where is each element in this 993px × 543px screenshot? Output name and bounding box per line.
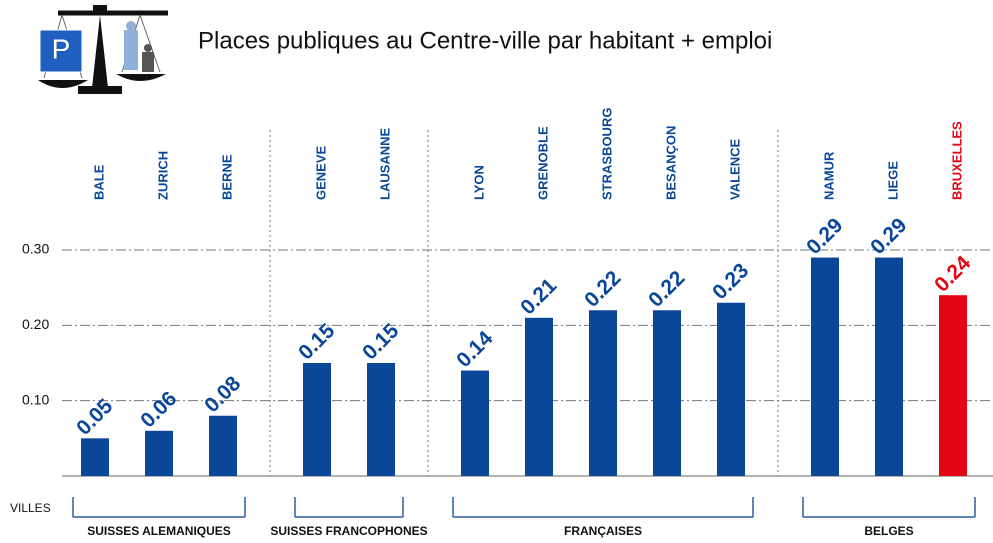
value-label: 0.21 <box>516 274 561 319</box>
value-label: 0.14 <box>452 327 497 372</box>
category-label: STRASBOURG <box>599 108 614 200</box>
bar <box>367 363 395 476</box>
group-label: SUISSES ALEMANIQUES <box>87 524 231 538</box>
x-axis-label: VILLES <box>10 501 51 515</box>
bar <box>589 310 617 476</box>
value-label: 0.06 <box>136 387 181 432</box>
category-label: VALENCE <box>727 139 742 200</box>
group-label: SUISSES FRANCOPHONES <box>270 524 427 538</box>
value-label: 0.15 <box>358 319 403 364</box>
category-label: BRUXELLES <box>949 121 964 200</box>
category-label: GRENOBLE <box>535 126 550 200</box>
value-label: 0.05 <box>72 394 117 439</box>
value-label: 0.29 <box>866 214 911 259</box>
category-label: LAUSANNE <box>377 127 392 200</box>
bar <box>81 438 109 476</box>
value-label: 0.08 <box>200 372 245 417</box>
value-label: 0.29 <box>802 214 847 259</box>
bar <box>653 310 681 476</box>
bar <box>939 295 967 476</box>
value-label: 0.22 <box>644 267 689 312</box>
chart: P Places publiques au Centre-ville par h… <box>0 0 993 543</box>
category-label: LYON <box>471 165 486 200</box>
y-tick-label: 0.30 <box>22 241 49 257</box>
chart-title: Places publiques au Centre-ville par hab… <box>198 27 772 54</box>
category-label: GENEVE <box>313 145 328 200</box>
category-label: BALE <box>91 164 106 200</box>
bar <box>811 258 839 476</box>
y-tick-label: 0.20 <box>22 316 49 332</box>
group-label: FRANÇAISES <box>564 524 642 538</box>
y-tick-label: 0.10 <box>22 391 49 407</box>
bar <box>525 318 553 476</box>
bar <box>717 303 745 476</box>
bar <box>875 258 903 476</box>
bar <box>303 363 331 476</box>
bar <box>209 416 237 476</box>
category-label: NAMUR <box>821 151 836 200</box>
bar <box>461 371 489 476</box>
category-label: BESANÇON <box>663 126 678 200</box>
bar <box>145 431 173 476</box>
value-label: 0.15 <box>294 319 339 364</box>
value-label: 0.22 <box>580 267 625 312</box>
logo-text: P <box>52 33 71 64</box>
value-label: 0.23 <box>708 259 753 304</box>
category-label: BERNE <box>219 154 234 200</box>
logo: P <box>38 5 168 94</box>
value-label: 0.24 <box>930 251 975 296</box>
category-label: LIEGE <box>885 161 900 200</box>
category-label: ZURICH <box>155 151 170 200</box>
group-label: BELGES <box>864 524 913 538</box>
